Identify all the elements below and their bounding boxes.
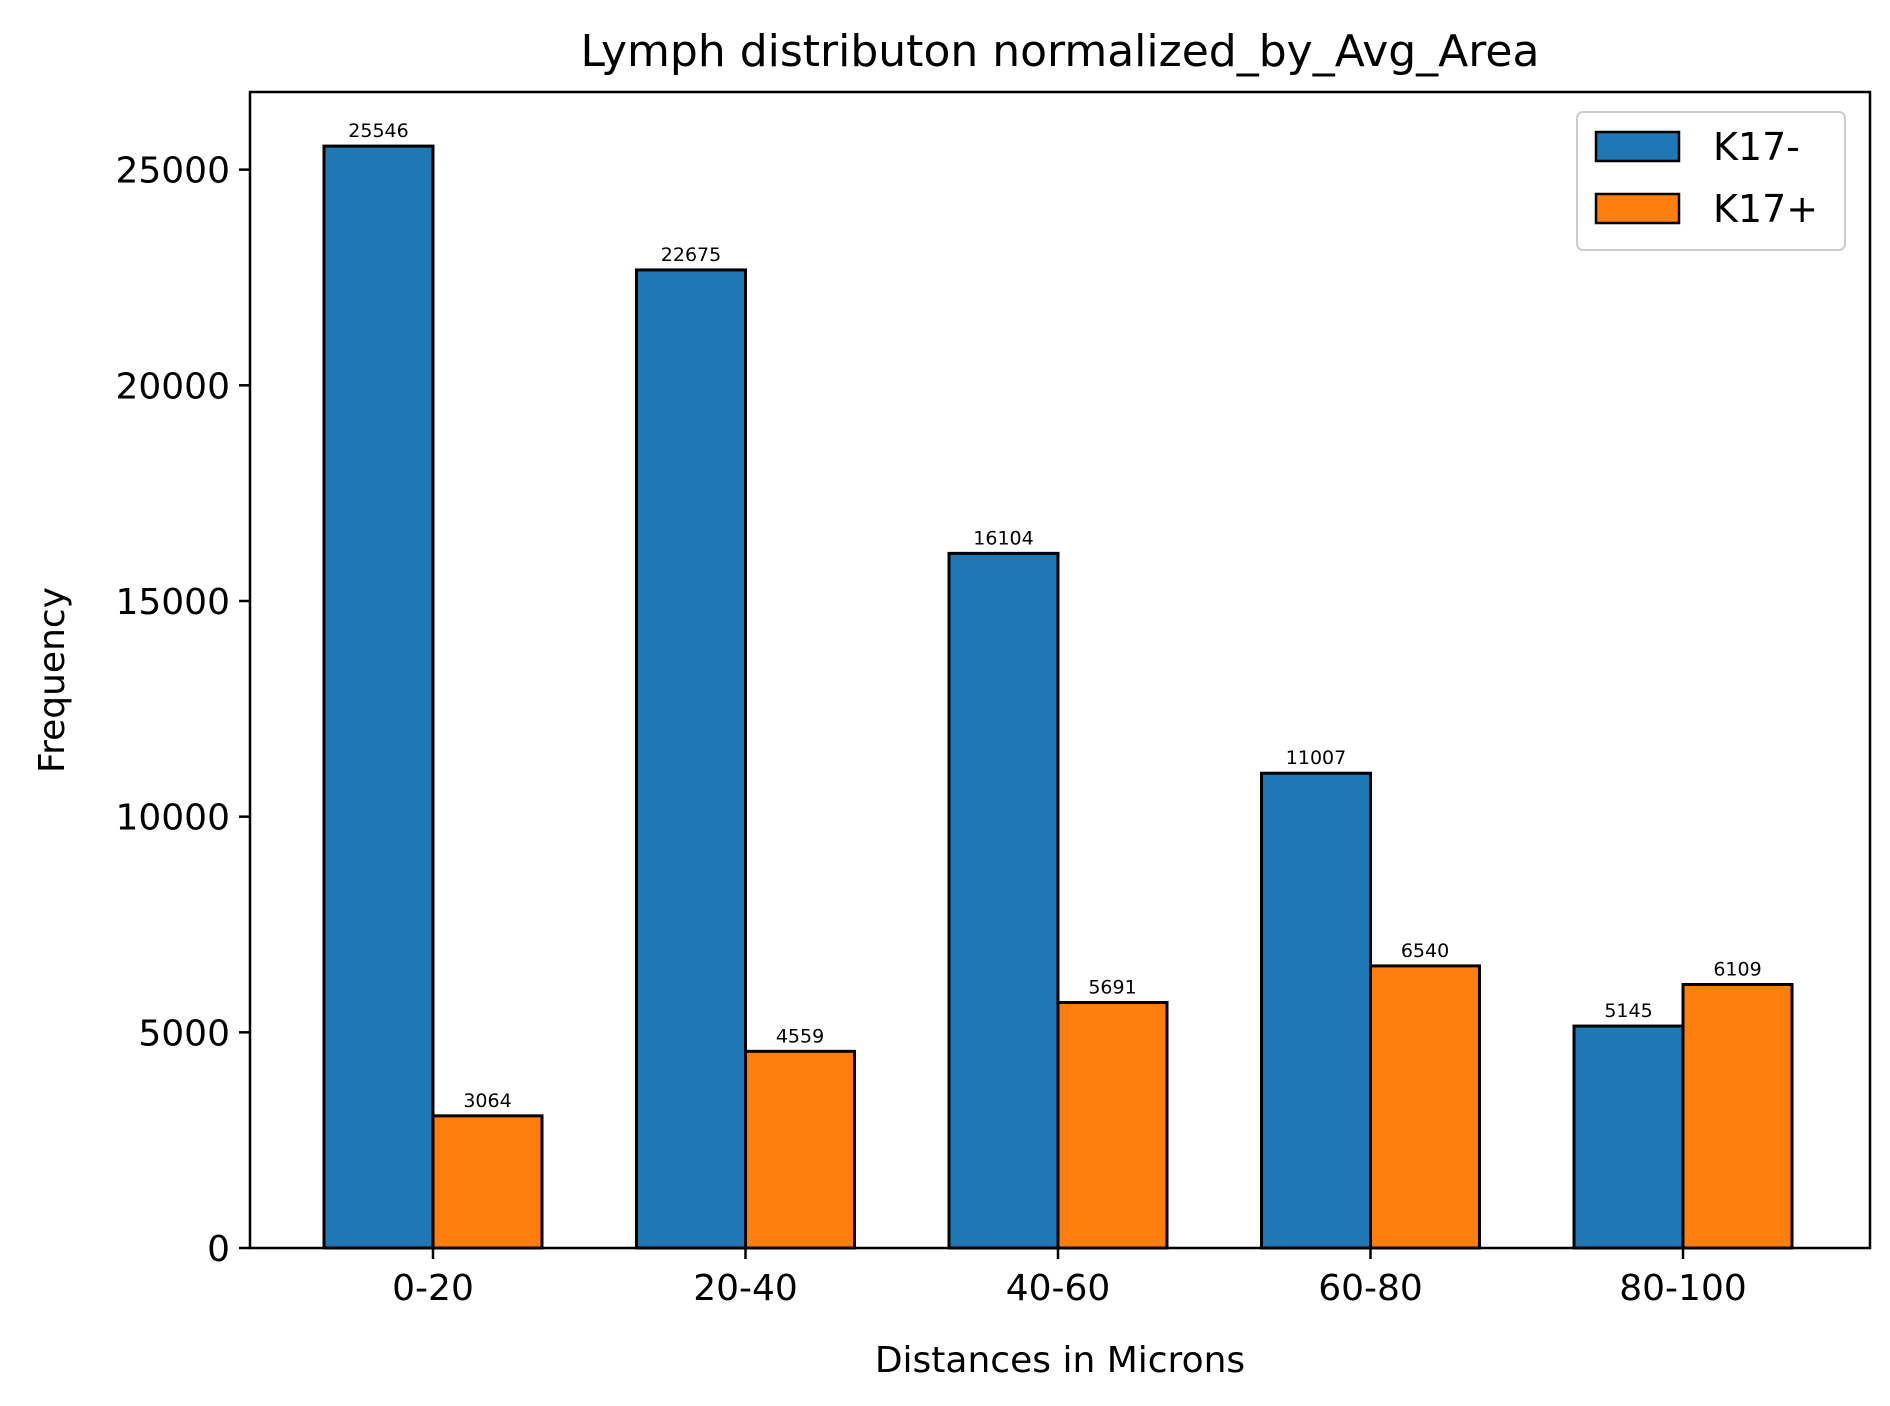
legend-label-K17-: K17- — [1713, 125, 1800, 169]
legend: K17- K17+ — [1576, 111, 1846, 251]
y-tick-label: 10000 — [115, 798, 230, 839]
legend-swatch-K17- — [1594, 130, 1681, 163]
bar-K17--80-100 — [1572, 1024, 1685, 1250]
data-label: 5691 — [1088, 977, 1136, 999]
bar-K17+-40-60 — [1056, 1001, 1169, 1250]
data-label: 5145 — [1604, 1000, 1652, 1022]
chart-title: Lymph distributon normalized_by_Avg_Area — [581, 26, 1540, 77]
bar-K17--0-20 — [322, 144, 435, 1250]
y-tick-label: 20000 — [115, 366, 230, 407]
y-axis-label: Frequency — [32, 587, 73, 773]
x-tick-label: 0-20 — [392, 1268, 474, 1309]
y-tick-label: 15000 — [115, 582, 230, 623]
legend-label-K17+: K17+ — [1713, 187, 1818, 231]
x-tick-label: 40-60 — [1006, 1268, 1111, 1309]
bar-K17+-0-20 — [431, 1114, 544, 1250]
x-tick-label: 20-40 — [693, 1268, 798, 1309]
data-label: 25546 — [348, 120, 408, 142]
bar-K17--40-60 — [947, 551, 1060, 1250]
x-tick-label: 80-100 — [1619, 1268, 1747, 1309]
bar-K17--60-80 — [1260, 771, 1372, 1250]
data-label: 6540 — [1401, 940, 1449, 962]
bar-K17+-80-100 — [1681, 982, 1794, 1250]
axes-layer: 0 5000 10000 15000 20000 25000 0-20 20-40 40-60 6… — [115, 90, 1872, 1309]
data-label: 3064 — [463, 1090, 511, 1112]
y-tick-label: 25000 — [115, 151, 230, 192]
bar-K17+-20-40 — [744, 1049, 856, 1250]
x-tick-label: 60-80 — [1318, 1268, 1423, 1309]
bars-layer: 25546 22675 16104 11007 5145 3064 4559 5691 6540… — [322, 120, 1794, 1250]
data-label: 11007 — [1286, 747, 1346, 769]
data-label: 6109 — [1713, 958, 1761, 980]
data-label: 22675 — [661, 244, 721, 266]
data-label: 4559 — [776, 1025, 824, 1047]
bar-K17+-60-80 — [1369, 964, 1481, 1250]
data-label: 16104 — [973, 527, 1033, 549]
x-axis-label: Distances in Microns — [875, 1340, 1245, 1381]
y-tick-label: 0 — [207, 1229, 230, 1270]
bar-K17--20-40 — [635, 268, 747, 1250]
legend-swatch-K17+ — [1594, 192, 1681, 225]
y-tick-label: 5000 — [138, 1013, 230, 1054]
plot-frame — [248, 90, 1872, 1250]
